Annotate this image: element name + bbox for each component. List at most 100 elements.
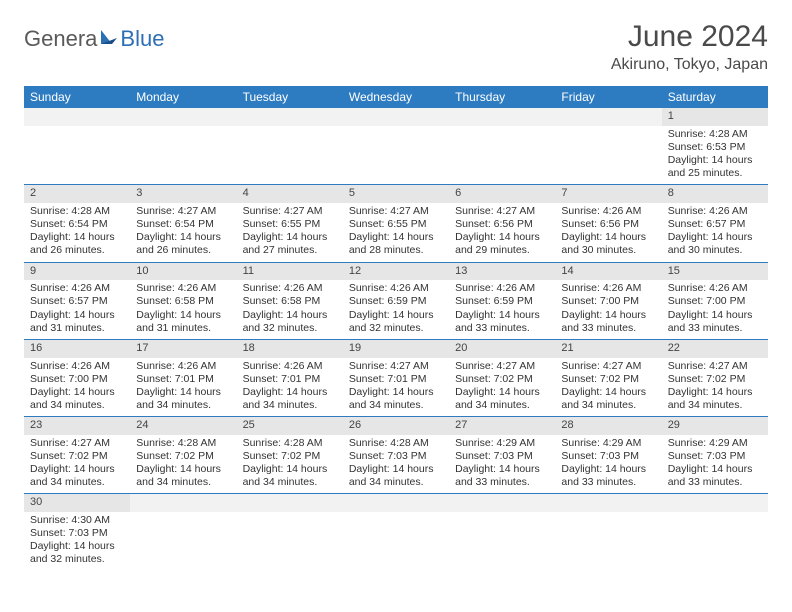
cell-body: Sunrise: 4:26 AMSunset: 7:01 PMDaylight:… (130, 358, 236, 417)
sunrise-text: Sunrise: 4:26 AM (30, 360, 124, 373)
day-number: 10 (130, 263, 236, 281)
daylight-text: Daylight: 14 hours and 34 minutes. (349, 386, 443, 412)
sunrise-text: Sunrise: 4:28 AM (243, 437, 337, 450)
daylight-text: Daylight: 14 hours and 33 minutes. (668, 463, 762, 489)
calendar-week-row: 1Sunrise: 4:28 AMSunset: 6:53 PMDaylight… (24, 108, 768, 185)
sunrise-text: Sunrise: 4:26 AM (243, 360, 337, 373)
day-number (130, 108, 236, 126)
sunrise-text: Sunrise: 4:26 AM (455, 282, 549, 295)
weekday-row: SundayMondayTuesdayWednesdayThursdayFrid… (24, 86, 768, 108)
daylight-text: Daylight: 14 hours and 32 minutes. (30, 540, 124, 566)
calendar-cell: 24Sunrise: 4:28 AMSunset: 7:02 PMDayligh… (130, 417, 236, 494)
sunset-text: Sunset: 6:55 PM (243, 218, 337, 231)
sunset-text: Sunset: 7:03 PM (455, 450, 549, 463)
day-number (130, 494, 236, 512)
calendar-cell (449, 494, 555, 571)
weekday-header: Monday (130, 86, 236, 108)
daylight-text: Daylight: 14 hours and 30 minutes. (668, 231, 762, 257)
daylight-text: Daylight: 14 hours and 34 minutes. (30, 386, 124, 412)
daylight-text: Daylight: 14 hours and 31 minutes. (136, 309, 230, 335)
daylight-text: Daylight: 14 hours and 34 minutes. (668, 386, 762, 412)
cell-body: Sunrise: 4:27 AMSunset: 6:54 PMDaylight:… (130, 203, 236, 262)
sunset-text: Sunset: 7:02 PM (243, 450, 337, 463)
daylight-text: Daylight: 14 hours and 30 minutes. (561, 231, 655, 257)
sunrise-text: Sunrise: 4:28 AM (668, 128, 762, 141)
calendar-cell (24, 108, 130, 185)
cell-body: Sunrise: 4:27 AMSunset: 7:02 PMDaylight:… (24, 435, 130, 494)
daylight-text: Daylight: 14 hours and 34 minutes. (561, 386, 655, 412)
day-number: 22 (662, 340, 768, 358)
sunset-text: Sunset: 6:56 PM (455, 218, 549, 231)
calendar-cell: 6Sunrise: 4:27 AMSunset: 6:56 PMDaylight… (449, 185, 555, 262)
day-number: 5 (343, 185, 449, 203)
calendar-cell: 20Sunrise: 4:27 AMSunset: 7:02 PMDayligh… (449, 339, 555, 416)
sunset-text: Sunset: 7:03 PM (668, 450, 762, 463)
calendar-cell (343, 494, 449, 571)
day-number: 9 (24, 263, 130, 281)
day-number (449, 108, 555, 126)
sunset-text: Sunset: 6:57 PM (668, 218, 762, 231)
calendar-cell: 12Sunrise: 4:26 AMSunset: 6:59 PMDayligh… (343, 262, 449, 339)
daylight-text: Daylight: 14 hours and 34 minutes. (349, 463, 443, 489)
sunset-text: Sunset: 7:00 PM (668, 295, 762, 308)
weekday-header: Thursday (449, 86, 555, 108)
calendar-week-row: 2Sunrise: 4:28 AMSunset: 6:54 PMDaylight… (24, 185, 768, 262)
day-number: 30 (24, 494, 130, 512)
sunset-text: Sunset: 6:59 PM (349, 295, 443, 308)
day-number (343, 108, 449, 126)
sunset-text: Sunset: 6:58 PM (136, 295, 230, 308)
calendar-cell: 1Sunrise: 4:28 AMSunset: 6:53 PMDaylight… (662, 108, 768, 185)
cell-body: Sunrise: 4:28 AMSunset: 6:53 PMDaylight:… (662, 126, 768, 185)
cell-body: Sunrise: 4:27 AMSunset: 7:01 PMDaylight:… (343, 358, 449, 417)
calendar-cell: 29Sunrise: 4:29 AMSunset: 7:03 PMDayligh… (662, 417, 768, 494)
day-number: 1 (662, 108, 768, 126)
calendar-cell (130, 108, 236, 185)
weekday-header: Saturday (662, 86, 768, 108)
cell-body: Sunrise: 4:26 AMSunset: 6:59 PMDaylight:… (449, 280, 555, 339)
calendar-cell (237, 108, 343, 185)
daylight-text: Daylight: 14 hours and 34 minutes. (455, 386, 549, 412)
weekday-header: Tuesday (237, 86, 343, 108)
daylight-text: Daylight: 14 hours and 29 minutes. (455, 231, 549, 257)
sunrise-text: Sunrise: 4:26 AM (136, 282, 230, 295)
daylight-text: Daylight: 14 hours and 26 minutes. (136, 231, 230, 257)
calendar-cell: 26Sunrise: 4:28 AMSunset: 7:03 PMDayligh… (343, 417, 449, 494)
calendar-cell: 15Sunrise: 4:26 AMSunset: 7:00 PMDayligh… (662, 262, 768, 339)
day-number: 27 (449, 417, 555, 435)
weekday-header: Sunday (24, 86, 130, 108)
daylight-text: Daylight: 14 hours and 33 minutes. (561, 309, 655, 335)
day-number: 6 (449, 185, 555, 203)
daylight-text: Daylight: 14 hours and 31 minutes. (30, 309, 124, 335)
day-number: 8 (662, 185, 768, 203)
sail-icon (99, 26, 119, 52)
day-number: 17 (130, 340, 236, 358)
day-number: 23 (24, 417, 130, 435)
calendar-cell: 28Sunrise: 4:29 AMSunset: 7:03 PMDayligh… (555, 417, 661, 494)
daylight-text: Daylight: 14 hours and 28 minutes. (349, 231, 443, 257)
calendar-cell: 5Sunrise: 4:27 AMSunset: 6:55 PMDaylight… (343, 185, 449, 262)
daylight-text: Daylight: 14 hours and 33 minutes. (561, 463, 655, 489)
cell-body: Sunrise: 4:30 AMSunset: 7:03 PMDaylight:… (24, 512, 130, 571)
day-number: 7 (555, 185, 661, 203)
sunrise-text: Sunrise: 4:27 AM (455, 360, 549, 373)
calendar-cell (130, 494, 236, 571)
calendar-week-row: 9Sunrise: 4:26 AMSunset: 6:57 PMDaylight… (24, 262, 768, 339)
sunrise-text: Sunrise: 4:30 AM (30, 514, 124, 527)
calendar-cell: 7Sunrise: 4:26 AMSunset: 6:56 PMDaylight… (555, 185, 661, 262)
calendar-cell: 30Sunrise: 4:30 AMSunset: 7:03 PMDayligh… (24, 494, 130, 571)
daylight-text: Daylight: 14 hours and 33 minutes. (455, 463, 549, 489)
calendar-cell: 10Sunrise: 4:26 AMSunset: 6:58 PMDayligh… (130, 262, 236, 339)
day-number: 21 (555, 340, 661, 358)
day-number (555, 494, 661, 512)
sunset-text: Sunset: 7:03 PM (561, 450, 655, 463)
calendar-cell: 2Sunrise: 4:28 AMSunset: 6:54 PMDaylight… (24, 185, 130, 262)
cell-body: Sunrise: 4:27 AMSunset: 6:55 PMDaylight:… (343, 203, 449, 262)
sunrise-text: Sunrise: 4:27 AM (30, 437, 124, 450)
sunset-text: Sunset: 7:01 PM (243, 373, 337, 386)
cell-body: Sunrise: 4:29 AMSunset: 7:03 PMDaylight:… (662, 435, 768, 494)
cell-body: Sunrise: 4:26 AMSunset: 7:00 PMDaylight:… (662, 280, 768, 339)
daylight-text: Daylight: 14 hours and 32 minutes. (349, 309, 443, 335)
sunrise-text: Sunrise: 4:26 AM (30, 282, 124, 295)
day-number: 25 (237, 417, 343, 435)
calendar-cell: 9Sunrise: 4:26 AMSunset: 6:57 PMDaylight… (24, 262, 130, 339)
